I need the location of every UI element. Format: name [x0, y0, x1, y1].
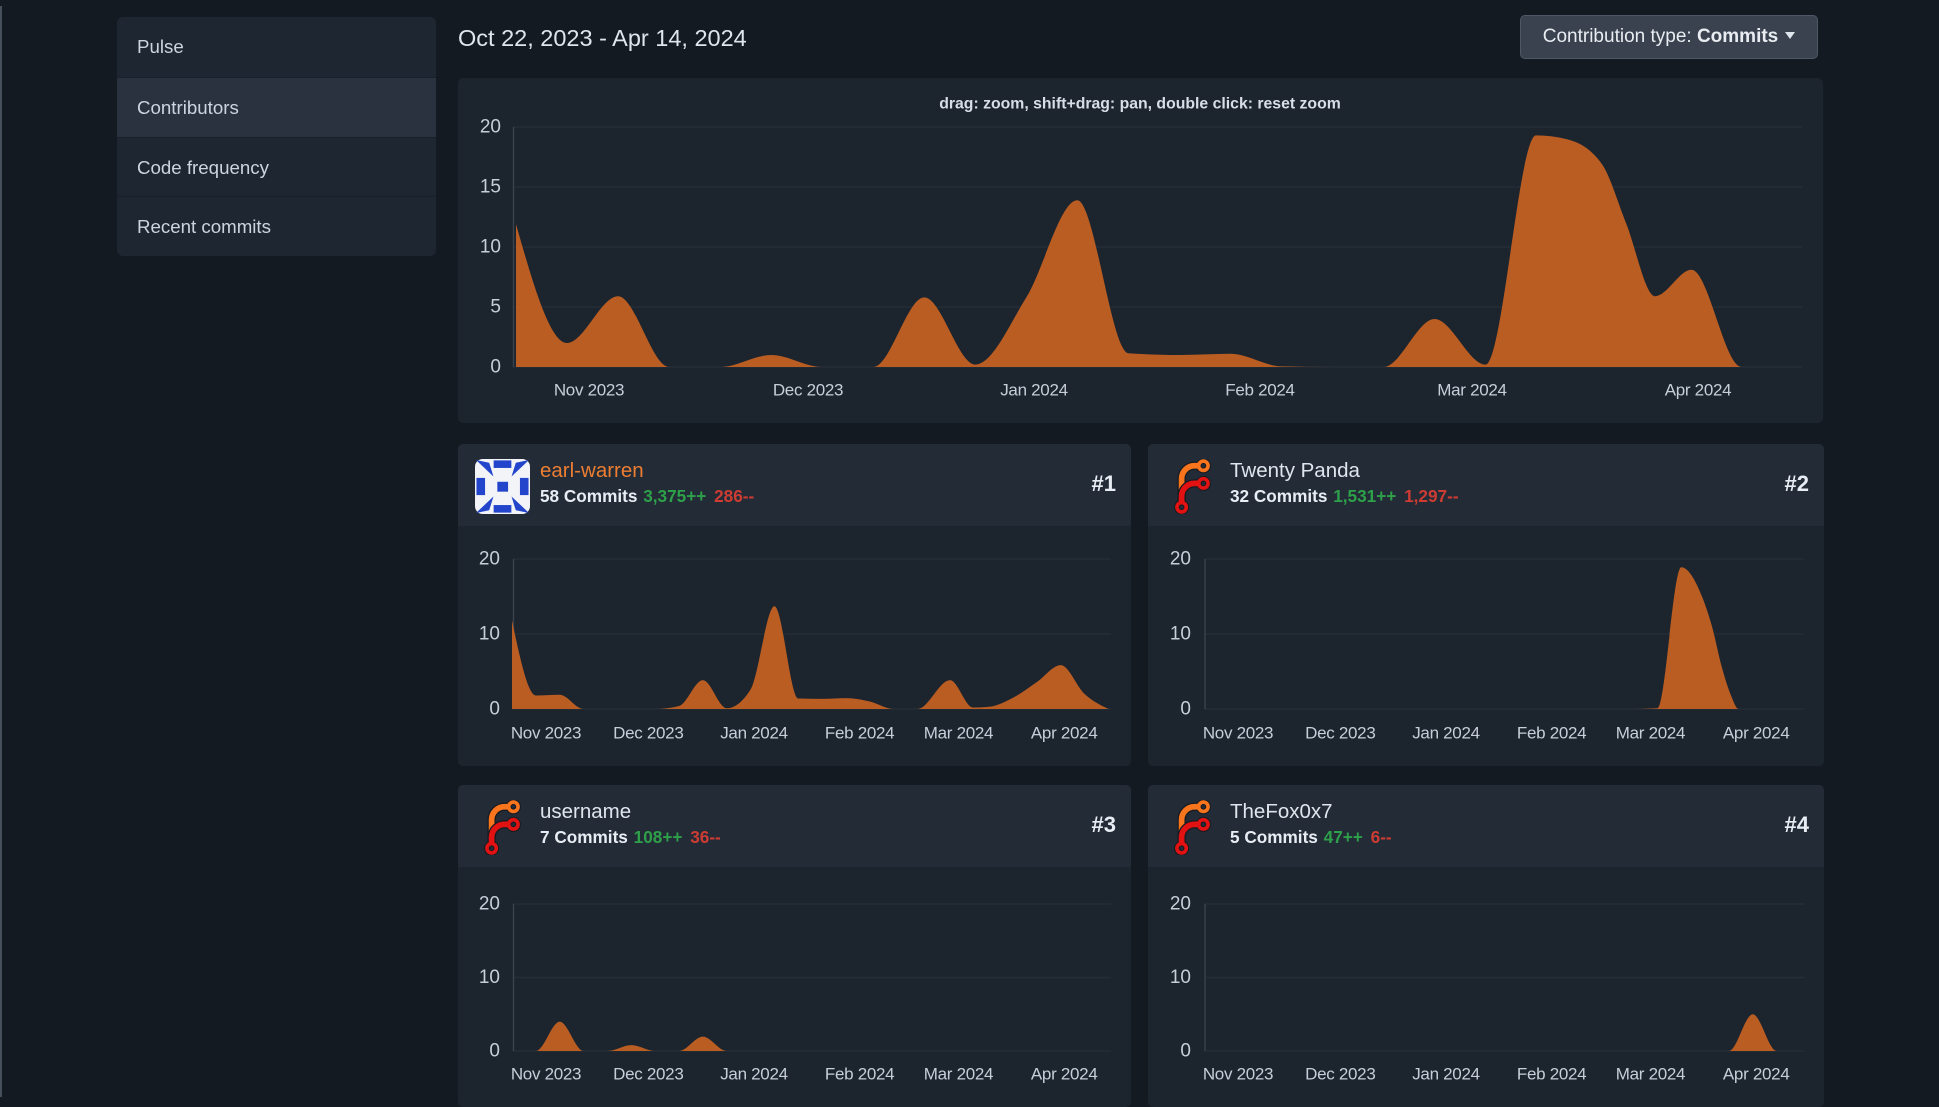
svg-text:10: 10 [479, 624, 500, 645]
svg-text:Nov 2023: Nov 2023 [1203, 724, 1273, 743]
svg-text:20: 20 [1170, 894, 1191, 915]
svg-text:5: 5 [490, 297, 501, 318]
svg-text:Mar 2024: Mar 2024 [1616, 1065, 1685, 1084]
svg-text:Dec 2023: Dec 2023 [773, 381, 843, 400]
svg-text:Feb 2024: Feb 2024 [1517, 1065, 1586, 1084]
svg-text:Jan 2024: Jan 2024 [1000, 381, 1068, 400]
svg-text:Dec 2023: Dec 2023 [1305, 724, 1375, 743]
svg-text:0: 0 [489, 699, 500, 720]
svg-text:Nov 2023: Nov 2023 [554, 381, 624, 400]
svg-text:Nov 2023: Nov 2023 [511, 1065, 581, 1084]
svg-text:Feb 2024: Feb 2024 [1517, 724, 1586, 743]
svg-text:Mar 2024: Mar 2024 [924, 724, 993, 743]
svg-text:Dec 2023: Dec 2023 [613, 1065, 683, 1084]
svg-text:Feb 2024: Feb 2024 [825, 724, 894, 743]
svg-text:0: 0 [1180, 699, 1191, 720]
svg-text:Apr 2024: Apr 2024 [1031, 724, 1098, 743]
svg-text:0: 0 [489, 1041, 500, 1062]
svg-text:Dec 2023: Dec 2023 [1305, 1065, 1375, 1084]
svg-text:Feb 2024: Feb 2024 [1225, 381, 1294, 400]
svg-text:10: 10 [1170, 624, 1191, 645]
svg-text:drag: zoom, shift+drag: pan, d: drag: zoom, shift+drag: pan, double clic… [939, 96, 1341, 113]
svg-text:10: 10 [479, 967, 500, 988]
svg-text:Jan 2024: Jan 2024 [1412, 1065, 1480, 1084]
svg-text:20: 20 [480, 117, 501, 138]
svg-text:20: 20 [1170, 549, 1191, 570]
svg-text:Apr 2024: Apr 2024 [1665, 381, 1732, 400]
svg-text:10: 10 [1170, 967, 1191, 988]
svg-text:20: 20 [479, 549, 500, 570]
svg-text:0: 0 [490, 357, 501, 378]
svg-text:Apr 2024: Apr 2024 [1723, 724, 1790, 743]
svg-text:Feb 2024: Feb 2024 [825, 1065, 894, 1084]
svg-text:Mar 2024: Mar 2024 [1437, 381, 1506, 400]
svg-text:Jan 2024: Jan 2024 [720, 724, 788, 743]
svg-text:Nov 2023: Nov 2023 [511, 724, 581, 743]
svg-text:10: 10 [480, 237, 501, 258]
svg-text:0: 0 [1180, 1041, 1191, 1062]
svg-text:Apr 2024: Apr 2024 [1031, 1065, 1098, 1084]
svg-text:20: 20 [479, 894, 500, 915]
svg-text:Mar 2024: Mar 2024 [924, 1065, 993, 1084]
svg-text:Dec 2023: Dec 2023 [613, 724, 683, 743]
svg-text:Jan 2024: Jan 2024 [1412, 724, 1480, 743]
svg-text:15: 15 [480, 177, 501, 198]
svg-text:Apr 2024: Apr 2024 [1723, 1065, 1790, 1084]
svg-text:Nov 2023: Nov 2023 [1203, 1065, 1273, 1084]
svg-text:Mar 2024: Mar 2024 [1616, 724, 1685, 743]
svg-text:Jan 2024: Jan 2024 [720, 1065, 788, 1084]
